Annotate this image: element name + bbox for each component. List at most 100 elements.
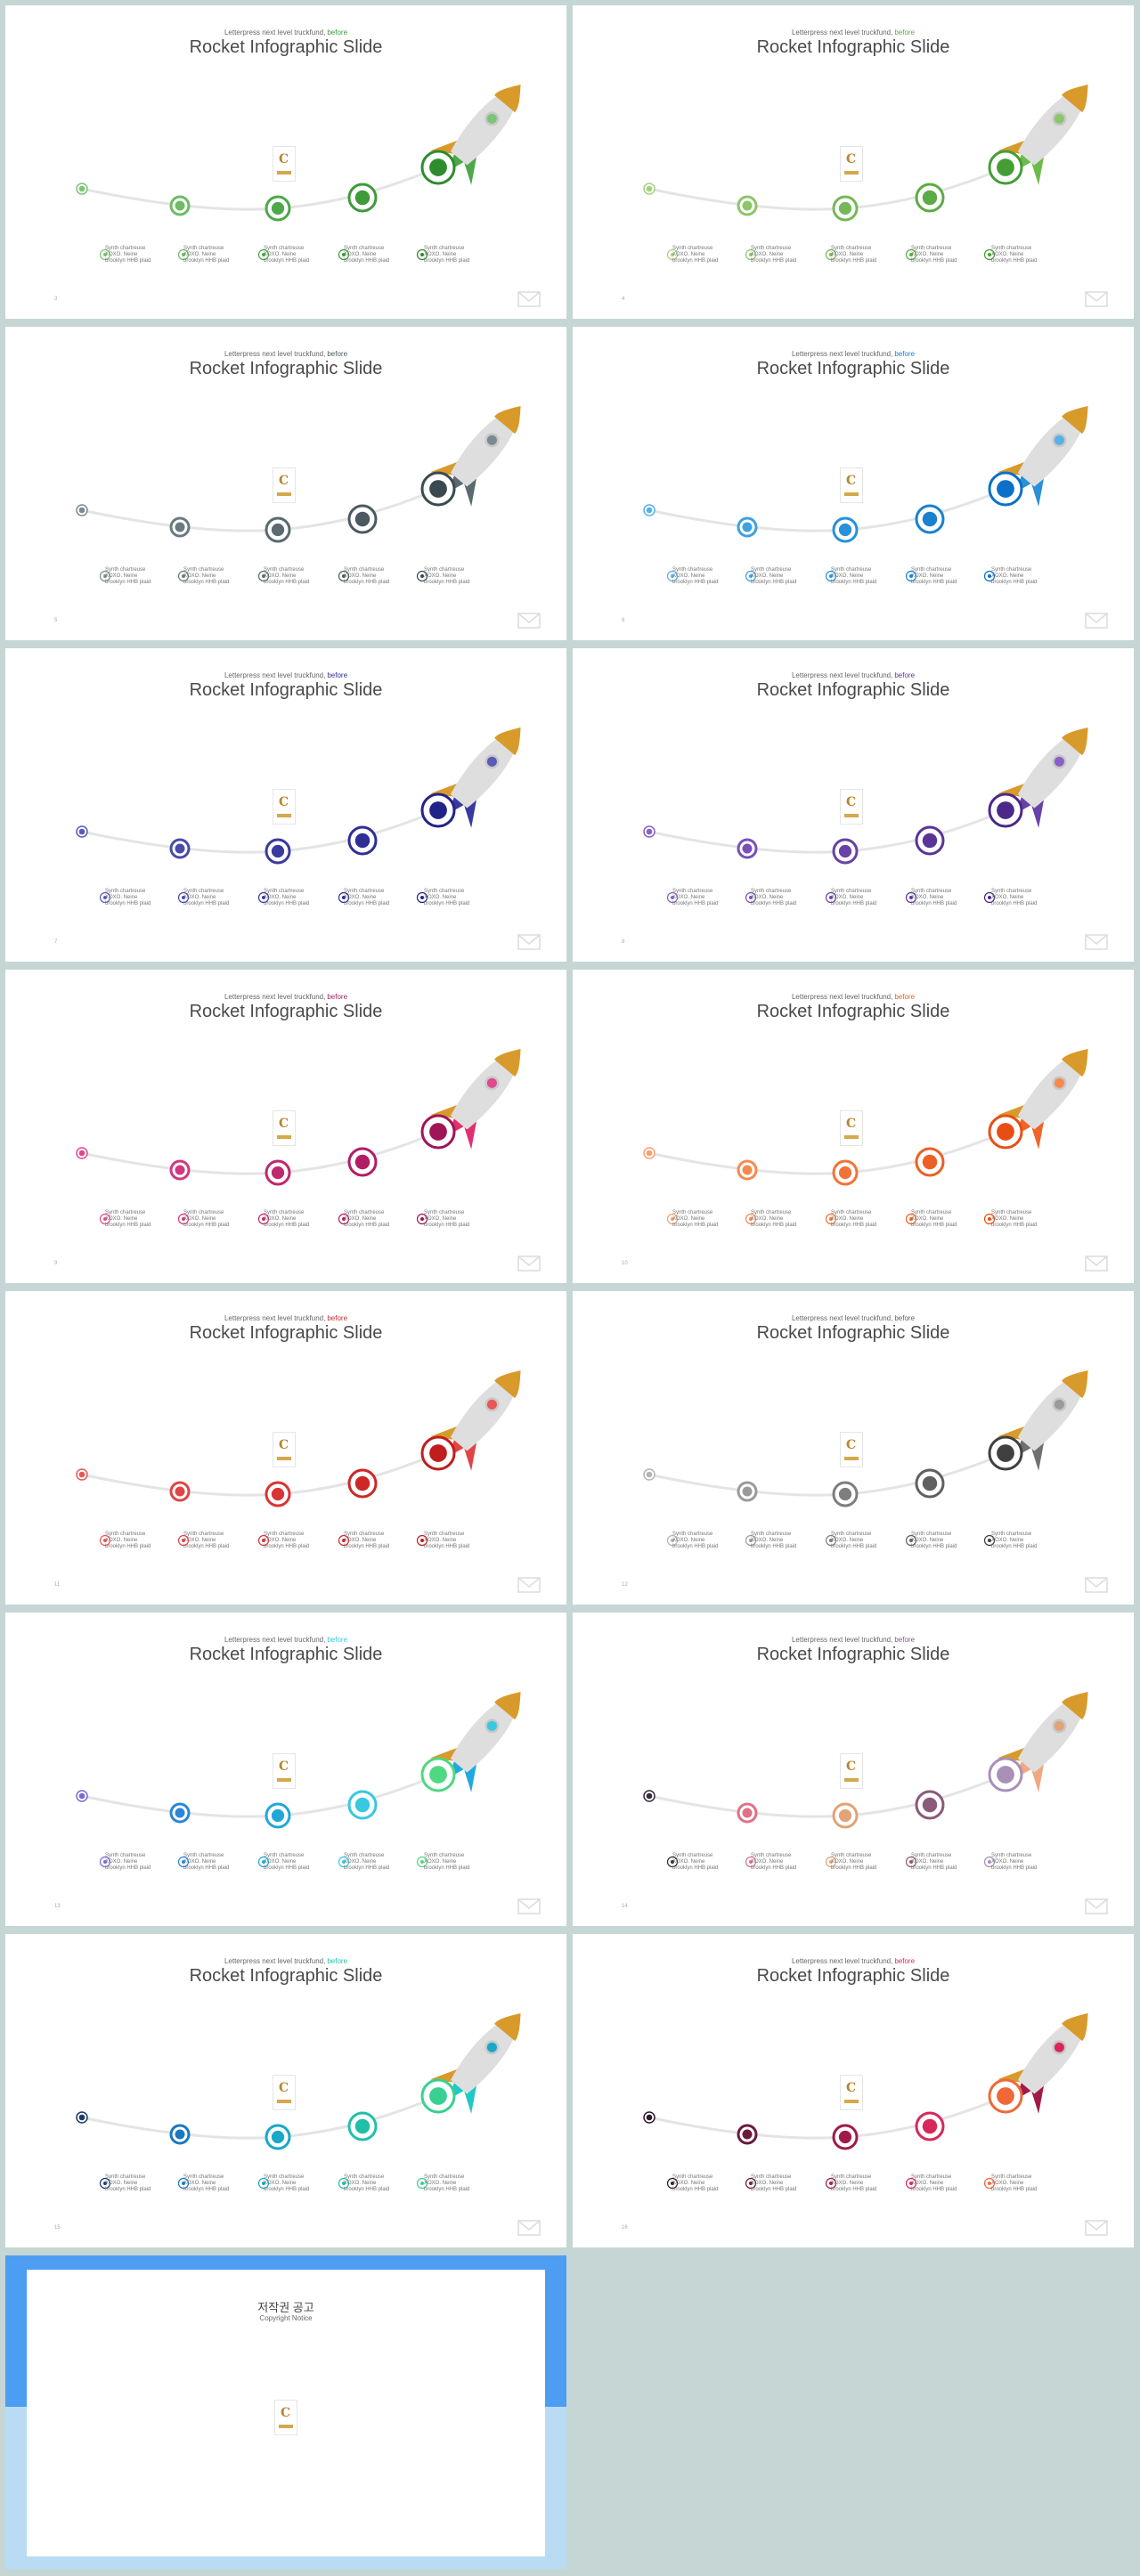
eyebrow-accent: before (894, 1636, 916, 1644)
step-label: Synth chartreuse XOXO. Neine brooklyn HH… (344, 1853, 390, 1871)
rocket-slide: Letterpress next level truckfund, before R… (5, 327, 566, 640)
step-label: Synth chartreuse XOXO. Neine brooklyn HH… (911, 1853, 957, 1871)
rocket-slide: Letterpress next level truckfund, before R… (573, 1934, 1134, 2247)
slide-title: Rocket Infographic Slide (756, 1002, 950, 1021)
label-icon (257, 1534, 270, 1547)
step-label: Synth chartreuse XOXO. Neine brooklyn HH… (911, 2174, 957, 2192)
timeline-node (265, 1802, 291, 1829)
brand-badge: C (840, 2075, 863, 2110)
page-number: 6 (622, 618, 625, 623)
trajectory-line (81, 166, 439, 211)
timeline-node (915, 1468, 945, 1499)
label-icon (257, 570, 270, 582)
step-label: Synth chartreuse XOXO. Neine brooklyn HH… (672, 567, 719, 585)
timeline-node (737, 1481, 758, 1502)
rocket-path-graphic (76, 1049, 541, 1272)
logo-icon (1085, 2220, 1108, 2236)
label-icon (416, 570, 428, 582)
timeline-node (988, 150, 1023, 185)
notice-subtitle: Copyright Notice (259, 2314, 313, 2322)
page-number: 14 (622, 1904, 628, 1909)
brand-badge: C (273, 467, 296, 503)
timeline-node (832, 838, 859, 865)
copyright-notice-slide: 저작권 공고 Copyright Notice C (5, 2255, 566, 2569)
label-icon (99, 2177, 111, 2190)
slide-eyebrow: Letterpress next level truckfund, before (5, 350, 566, 358)
logo-icon (1085, 1577, 1108, 1593)
eyebrow-text: Letterpress next level truckfund, (791, 671, 893, 679)
eyebrow-accent: before (894, 671, 916, 679)
brand-badge: C (840, 1753, 863, 1789)
timeline-node (737, 516, 758, 538)
timeline-node (988, 1757, 1023, 1792)
rocket-icon (430, 2013, 521, 2114)
step-label: Synth chartreuse XOXO. Neine brooklyn HH… (344, 2174, 390, 2192)
timeline-node (169, 1802, 191, 1824)
timeline-node (737, 1802, 758, 1824)
timeline-node (915, 825, 945, 856)
step-label: Synth chartreuse XOXO. Neine brooklyn HH… (344, 567, 390, 585)
slide-title: Rocket Infographic Slide (756, 37, 950, 57)
step-label: Synth chartreuse XOXO. Neine brooklyn HH… (911, 1210, 957, 1228)
eyebrow-text: Letterpress next level truckfund, (224, 1314, 326, 1322)
step-label: Synth chartreuse XOXO. Neine brooklyn HH… (911, 567, 957, 585)
slide-eyebrow: Letterpress next level truckfund, before (573, 671, 1134, 679)
step-label: Synth chartreuse XOXO. Neine brooklyn HH… (991, 1210, 1038, 1228)
label-icon (983, 1213, 996, 1225)
logo-icon (517, 1255, 541, 1272)
label-icon (825, 1213, 837, 1225)
label-icon (177, 1856, 190, 1868)
timeline-node (643, 825, 656, 838)
timeline-node (643, 1147, 656, 1159)
slide-eyebrow: Letterpress next level truckfund, before (5, 1957, 566, 1965)
eyebrow-text: Letterpress next level truckfund, (224, 1636, 326, 1644)
step-label: Synth chartreuse XOXO. Neine brooklyn HH… (264, 567, 310, 585)
timeline-node (988, 471, 1023, 507)
label-icon (177, 1213, 190, 1225)
rocket-path-graphic (643, 1692, 1108, 1914)
label-icon (99, 891, 111, 904)
step-label: Synth chartreuse XOXO. Neine brooklyn HH… (991, 246, 1038, 264)
step-label: Synth chartreuse XOXO. Neine brooklyn HH… (183, 1853, 230, 1871)
timeline-node (76, 1468, 88, 1481)
notice-card: 저작권 공고 Copyright Notice C (27, 2270, 545, 2556)
label-icon (983, 2177, 996, 2190)
rocket-slide: Letterpress next level truckfund, before R… (573, 648, 1134, 962)
step-label: Synth chartreuse XOXO. Neine brooklyn HH… (183, 2174, 230, 2192)
label-icon (825, 891, 837, 904)
step-label: Synth chartreuse XOXO. Neine brooklyn HH… (424, 2174, 470, 2192)
logo-icon (1085, 1255, 1108, 1272)
slide-title: Rocket Infographic Slide (756, 1966, 950, 1986)
label-icon (99, 570, 111, 582)
timeline-node (169, 838, 191, 859)
logo-icon (517, 613, 541, 629)
step-label: Synth chartreuse XOXO. Neine brooklyn HH… (751, 1210, 797, 1228)
slide-eyebrow: Letterpress next level truckfund, before (573, 350, 1134, 358)
timeline-node (832, 1159, 859, 1186)
label-icon (99, 1213, 111, 1225)
step-label: Synth chartreuse XOXO. Neine brooklyn HH… (751, 567, 797, 585)
brand-badge: C (840, 789, 863, 825)
rocket-path-graphic (643, 1370, 1108, 1593)
label-icon (416, 891, 428, 904)
label-icon (416, 1213, 428, 1225)
timeline-node (737, 1159, 758, 1181)
label-icon (338, 2177, 350, 2190)
eyebrow-accent: before (894, 350, 916, 358)
timeline-node (169, 1159, 191, 1181)
eyebrow-accent: before (894, 28, 916, 37)
step-label: Synth chartreuse XOXO. Neine brooklyn HH… (424, 567, 470, 585)
step-label: Synth chartreuse XOXO. Neine brooklyn HH… (424, 1532, 470, 1549)
step-label: Synth chartreuse XOXO. Neine brooklyn HH… (105, 889, 151, 906)
trajectory-line (648, 1451, 1006, 1497)
label-icon (666, 891, 679, 904)
label-icon (177, 891, 190, 904)
label-icon (99, 248, 111, 261)
label-icon (666, 248, 679, 261)
label-icon (99, 1534, 111, 1547)
timeline-node (420, 1757, 456, 1792)
brand-badge: C (840, 146, 863, 182)
slide-eyebrow: Letterpress next level truckfund, before (573, 1636, 1134, 1644)
trajectory-line (81, 487, 439, 532)
timeline-node (420, 471, 456, 507)
